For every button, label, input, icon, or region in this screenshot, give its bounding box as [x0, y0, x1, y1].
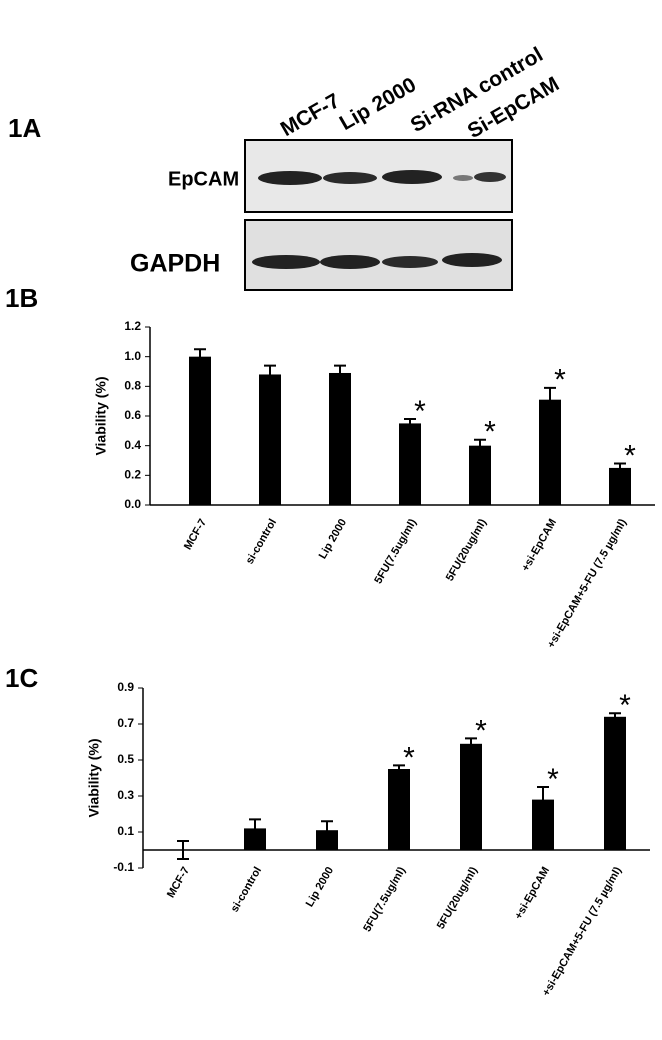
row-label: GAPDH	[130, 250, 220, 278]
error-bar	[264, 364, 276, 385]
error-bar	[544, 386, 556, 413]
error-bar	[393, 764, 405, 774]
lane-label: Lip 2000	[336, 73, 420, 135]
error-bar	[177, 840, 189, 860]
error-bar	[404, 417, 416, 429]
x-tick-label: MCF-7	[165, 865, 192, 900]
significance-marker: *	[403, 741, 415, 774]
x-tick-label: si-control	[244, 517, 279, 566]
error-bar	[321, 820, 333, 841]
significance-marker: *	[547, 763, 559, 796]
y-tick-label: -0.1	[113, 860, 134, 874]
y-tick-label: 0.7	[117, 716, 134, 730]
panel-label: 1A	[8, 113, 41, 143]
significance-marker: *	[484, 416, 496, 449]
panel-label: 1B	[5, 283, 38, 313]
y-tick-label: 0.8	[124, 379, 141, 393]
y-tick-label: 0.3	[117, 788, 134, 802]
x-tick-label: si-control	[229, 865, 264, 914]
bar	[460, 743, 482, 850]
error-bar	[537, 786, 549, 814]
lane-label: MCF-7	[277, 89, 344, 141]
x-tick-label: +si-EpCAM	[513, 865, 553, 922]
significance-marker: *	[414, 395, 426, 428]
x-tick-label: +si-EpCAM+5-FU (7.5 µg/ml)	[545, 517, 629, 651]
bar	[388, 769, 410, 850]
x-tick-label: 5FU(7.5ug/ml)	[361, 865, 408, 934]
panel-label: 1C	[5, 663, 38, 693]
y-tick-label: 1.0	[124, 349, 141, 363]
y-tick-label: 0.1	[117, 824, 134, 838]
y-tick-label: 0.4	[124, 438, 141, 452]
row-label: EpCAM	[168, 168, 239, 190]
error-bar	[249, 818, 261, 839]
significance-marker: *	[624, 439, 636, 472]
error-bar	[465, 737, 477, 751]
x-tick-label: 5FU(20ug/ml)	[435, 865, 480, 932]
y-tick-label: 0.5	[117, 752, 134, 766]
significance-marker: *	[619, 689, 631, 722]
x-tick-label: Lip 2000	[304, 865, 336, 909]
x-tick-label: +si-EpCAM+5-FU (7.5 µg/ml)	[540, 865, 624, 999]
bar	[604, 716, 626, 850]
y-tick-label: 0.9	[117, 680, 134, 694]
y-tick-label: 0.6	[124, 408, 141, 422]
bar	[329, 372, 351, 505]
bar	[399, 423, 421, 505]
x-tick-label: +si-EpCAM	[520, 517, 560, 574]
error-bar	[609, 712, 621, 722]
bar	[609, 467, 631, 505]
x-tick-label: 5FU(20ug/ml)	[444, 517, 489, 584]
y-tick-label: 0.2	[124, 468, 141, 482]
error-bar	[194, 348, 206, 366]
x-tick-label: Lip 2000	[317, 517, 349, 561]
error-bar	[334, 364, 346, 382]
y-tick-label: 0.0	[124, 497, 141, 511]
error-bar	[474, 438, 486, 453]
error-bar	[614, 462, 626, 474]
bar	[539, 399, 561, 505]
x-tick-label: MCF-7	[182, 517, 209, 552]
y-axis-title: Viability (%)	[93, 376, 109, 455]
y-axis-title: Viability (%)	[86, 738, 102, 817]
blot-gapdh	[244, 219, 513, 291]
x-tick-label: 5FU(7.5ug/ml)	[372, 517, 419, 586]
bar	[244, 828, 266, 850]
bar	[469, 445, 491, 505]
significance-marker: *	[554, 364, 566, 397]
y-tick-label: 1.2	[124, 319, 141, 333]
bar	[259, 374, 281, 505]
bar	[189, 356, 211, 505]
blot-epcam	[244, 139, 513, 213]
significance-marker: *	[475, 714, 487, 747]
